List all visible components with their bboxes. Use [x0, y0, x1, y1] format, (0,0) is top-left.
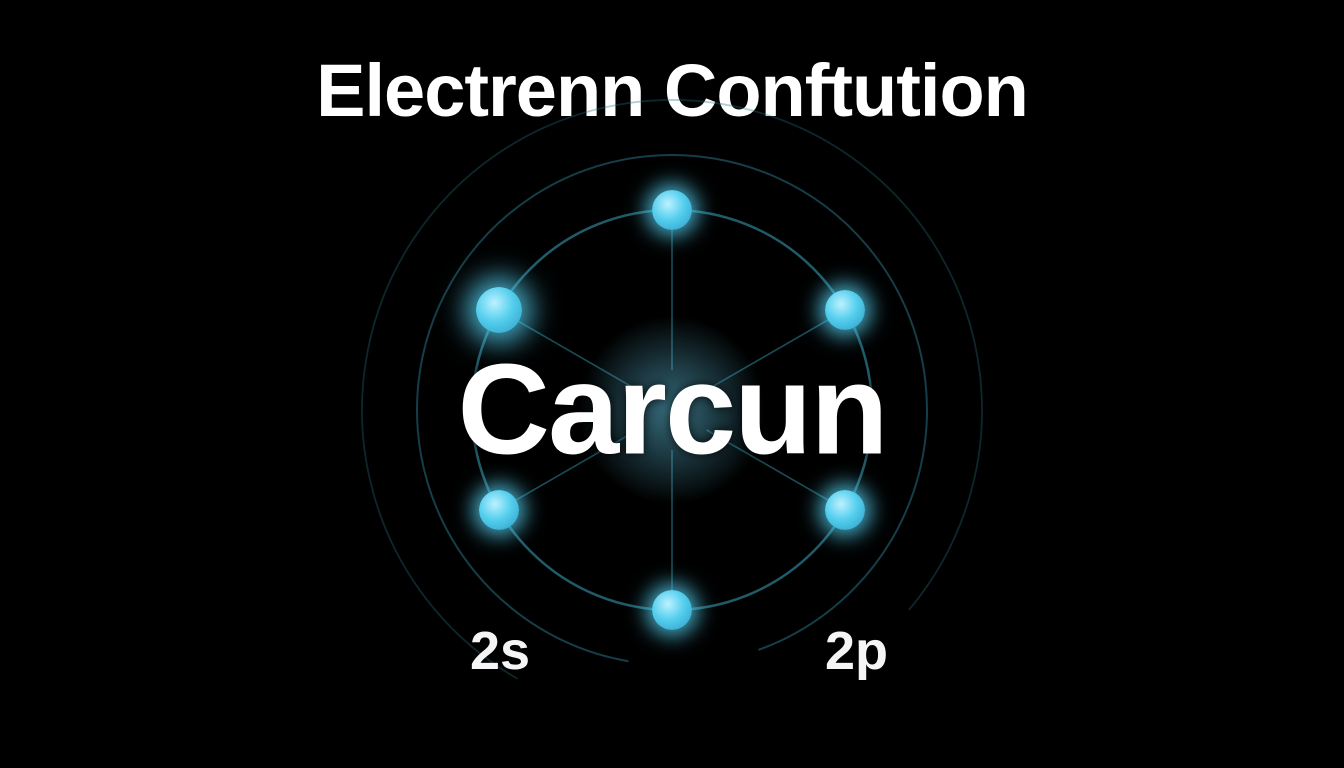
- orbital-label-2p: 2p: [825, 620, 888, 682]
- element-name-label: Carcun: [458, 337, 887, 484]
- electron-3: [652, 590, 692, 630]
- page-title: Electrenn Conftution: [0, 48, 1344, 133]
- orbital-label-2s: 2s: [470, 620, 530, 682]
- electron-4: [479, 490, 519, 530]
- electron-1: [825, 290, 865, 330]
- diagram-stage: Electrenn Conftution Carcun 2s 2p: [0, 0, 1344, 768]
- electron-0: [652, 190, 692, 230]
- electron-5: [476, 287, 522, 333]
- electron-2: [825, 490, 865, 530]
